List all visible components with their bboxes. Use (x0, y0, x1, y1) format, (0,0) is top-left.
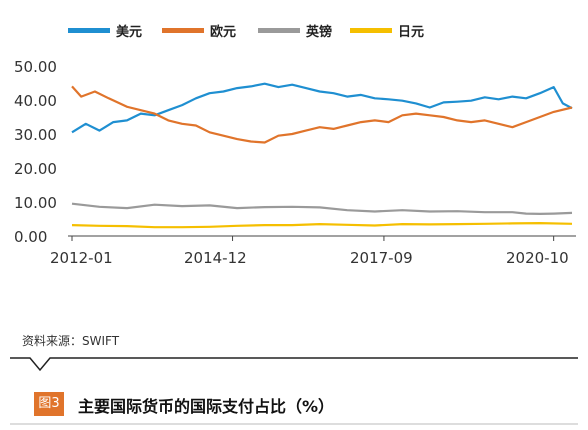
divider-top (10, 357, 578, 372)
series-line (71, 82, 573, 134)
legend-label: 欧元 (210, 24, 236, 40)
y-tick-label: 10.00 (14, 194, 57, 212)
legend-swatch (162, 28, 204, 33)
legend-swatch (258, 28, 300, 33)
series-line (71, 85, 573, 144)
plot-area (71, 82, 573, 229)
x-tick-label: 2020-10 (506, 249, 569, 267)
y-tick-label: 0.00 (14, 228, 47, 246)
legend-label: 美元 (116, 24, 142, 40)
divider-lines (10, 357, 578, 425)
legend-swatch (68, 28, 110, 33)
y-tick-label: 30.00 (14, 126, 57, 144)
y-tick-label: 50.00 (14, 58, 57, 76)
x-tick-label: 2017-09 (350, 249, 413, 267)
figure-caption: 主要国际货币的国际支付占比（%） (78, 397, 335, 416)
x-tick-label: 2014-12 (184, 249, 247, 267)
x-tick-label: 2012-01 (50, 249, 113, 267)
y-axis: 0.00 10.00 20.00 30.00 40.00 50.00 (14, 58, 57, 246)
series-line (71, 222, 573, 229)
series-line (71, 202, 573, 215)
y-tick-label: 20.00 (14, 160, 57, 178)
x-axis: 2012-01 2014-12 2017-09 2020-10 (50, 235, 576, 267)
source-note: 资料来源：SWIFT (22, 334, 120, 348)
figure-badge: 图3 (34, 392, 64, 416)
legend: 美元 欧元 英镑 日元 (68, 24, 424, 40)
legend-label: 英镑 (305, 24, 332, 40)
y-tick-label: 40.00 (14, 92, 57, 110)
legend-swatch (350, 28, 392, 33)
legend-label: 日元 (398, 25, 424, 40)
